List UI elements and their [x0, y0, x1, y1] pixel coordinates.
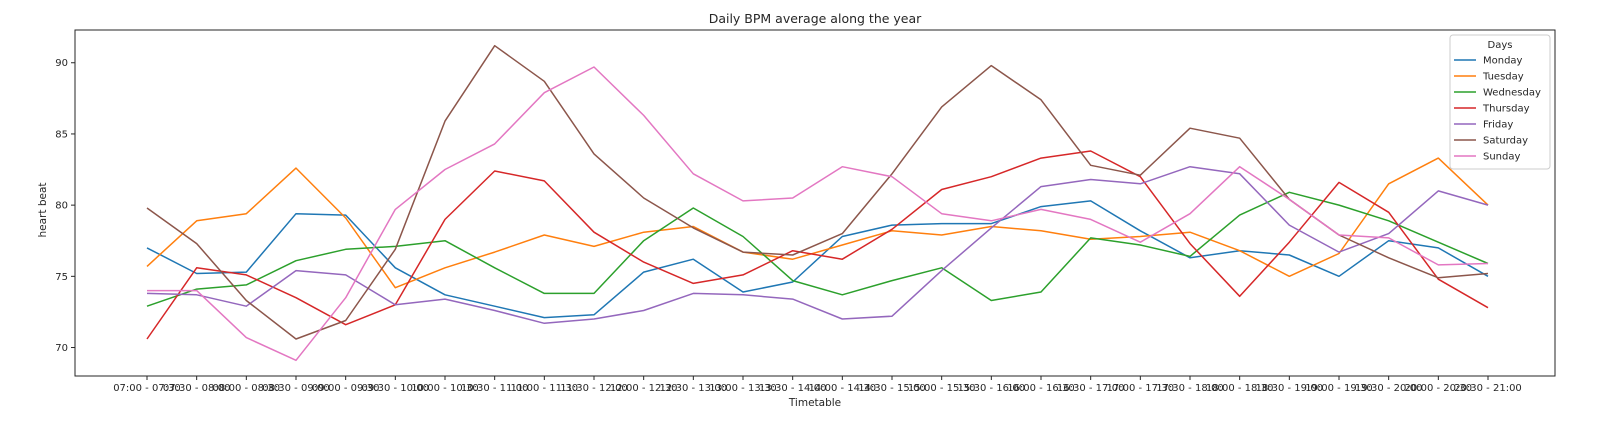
x-tick-label: 18:30 - 19:00 — [1256, 383, 1324, 394]
chart-title: Daily BPM average along the year — [709, 11, 922, 26]
plot-frame — [74, 29, 1556, 377]
x-tick-label: 11:00 - 11:30 — [511, 383, 579, 394]
x-tick-label: 12:30 - 13:00 — [660, 383, 728, 394]
legend-box — [1449, 34, 1551, 170]
series-lines — [146, 44, 1489, 362]
x-tick-label: 20:30 - 21:00 — [1454, 383, 1522, 394]
x-tick-label: 18:00 - 18:30 — [1206, 383, 1274, 394]
x-tick-label: 09:30 - 10:00 — [362, 383, 430, 394]
x-tick-label: 15:30 - 16:00 — [958, 383, 1026, 394]
x-tick-label: 15:00 - 15:30 — [908, 383, 976, 394]
x-tick-label: 09:00 - 09:30 — [312, 383, 380, 394]
x-tick-label: 13:30 - 14:00 — [759, 383, 827, 394]
y-axis-label: heart beat — [37, 183, 49, 238]
series-line-monday — [146, 200, 1489, 319]
series-line-friday — [146, 165, 1489, 325]
series-line-thursday — [146, 150, 1489, 340]
y-tick-label: 90 — [55, 58, 68, 69]
x-tick-label: 14:30 - 15:00 — [858, 383, 926, 394]
x-tick-label: 17:30 - 18:00 — [1156, 383, 1224, 394]
x-tick-label: 19:00 - 19:30 — [1305, 383, 1373, 394]
x-tick-label: 16:00 - 16:30 — [1007, 383, 1075, 394]
series-line-saturday — [146, 44, 1489, 340]
x-tick-label: 08:30 - 09:00 — [262, 383, 330, 394]
plot-area — [74, 29, 1556, 377]
legend-label-friday: Friday — [1483, 120, 1513, 131]
x-tick-label: 07:30 - 08:00 — [163, 383, 231, 394]
y-tick-label: 70 — [55, 343, 68, 354]
x-tick-label: 10:00 - 10:30 — [411, 383, 479, 394]
y-tick-label: 80 — [55, 201, 68, 212]
x-tick-label: 20:00 - 20:30 — [1405, 383, 1473, 394]
legend-label-thursday: Thursday — [1482, 104, 1530, 115]
x-tick-label: 11:30 - 12:00 — [560, 383, 628, 394]
x-tick-label: 16:30 - 17:00 — [1057, 383, 1125, 394]
x-tick-label: 19:30 - 20:00 — [1355, 383, 1423, 394]
y-axis-ticks: 70 75 80 85 90 — [55, 58, 75, 354]
x-tick-label: 08:00 - 08:30 — [213, 383, 281, 394]
x-tick-label: 17:00 - 17:30 — [1107, 383, 1175, 394]
y-tick-label: 75 — [55, 272, 68, 283]
legend: Days Monday Tuesday Wednesday Thursday Friday… — [1449, 34, 1551, 170]
x-tick-label: 14:00 - 14:30 — [809, 383, 877, 394]
x-tick-label: 13:00 - 13:30 — [709, 383, 777, 394]
series-line-wednesday — [146, 191, 1489, 307]
series-line-sunday — [147, 66, 1489, 362]
legend-label-sunday: Sunday — [1483, 152, 1520, 163]
legend-label-monday: Monday — [1483, 56, 1523, 67]
x-tick-label: 12:00 - 12:30 — [610, 383, 678, 394]
x-axis-label: Timetable — [788, 397, 841, 409]
legend-title: Days — [1488, 40, 1513, 51]
x-tick-label: 07:00 - 07:30 — [113, 383, 181, 394]
legend-label-saturday: Saturday — [1483, 136, 1528, 147]
y-tick-label: 85 — [55, 129, 68, 140]
legend-label-wednesday: Wednesday — [1483, 88, 1541, 99]
legend-label-tuesday: Tuesday — [1482, 72, 1524, 83]
x-tick-label: 10:30 - 11:00 — [461, 383, 529, 394]
